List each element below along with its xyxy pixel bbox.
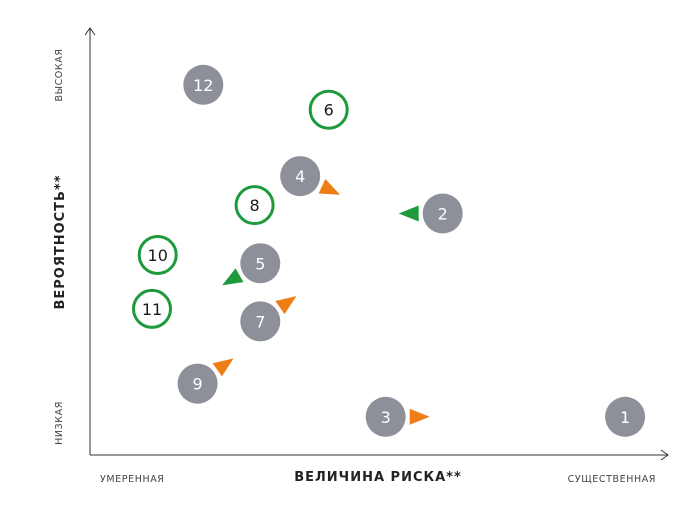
risk-label: 3 — [381, 408, 391, 427]
risk-point-1: 1 — [605, 396, 646, 437]
trend-arrow-orange — [318, 178, 341, 195]
risk-label: 12 — [193, 76, 213, 95]
trend-arrow-orange — [409, 408, 430, 425]
risk-label: 5 — [255, 254, 265, 273]
risk-marker — [132, 288, 172, 329]
y-tick-high: ВЫСОКАЯ — [54, 48, 65, 101]
risk-marker — [365, 396, 406, 437]
risk-marker — [234, 185, 275, 226]
risk-marker — [240, 301, 281, 342]
risk-point-6: 6 — [308, 89, 349, 130]
risk-point-12: 12 — [183, 64, 224, 105]
risk-point-4: 4 — [280, 156, 341, 197]
risk-label: 9 — [193, 375, 203, 394]
risk-point-3: 3 — [365, 396, 430, 437]
risk-marker — [308, 89, 349, 130]
risk-marker — [240, 243, 281, 284]
risk-label: 7 — [255, 312, 265, 331]
x-tick-high: СУЩЕСТВЕННАЯ — [568, 474, 656, 485]
risk-label: 4 — [295, 167, 305, 186]
risk-label: 1 — [620, 408, 630, 427]
risk-point-9: 9 — [177, 358, 234, 404]
risk-point-5: 5 — [222, 243, 281, 286]
risk-label: 2 — [438, 204, 448, 223]
axes — [84, 27, 669, 461]
x-axis-arrowhead — [660, 449, 669, 461]
risk-marker — [422, 193, 463, 234]
risk-point-8: 8 — [234, 185, 275, 226]
trend-arrow-green — [398, 205, 419, 222]
trend-arrow-orange — [275, 296, 297, 315]
risk-label: 11 — [142, 300, 162, 319]
risk-marker — [177, 363, 218, 404]
y-axis-arrowhead — [84, 27, 96, 36]
trend-arrow-green — [222, 268, 244, 286]
trend-arrow-orange — [212, 358, 234, 377]
risk-marker — [137, 234, 178, 275]
risk-point-7: 7 — [240, 296, 297, 342]
risk-point-10: 10 — [137, 234, 178, 275]
risk-label: 10 — [148, 246, 168, 265]
risk-point-11: 11 — [132, 288, 172, 329]
risk-point-2: 2 — [398, 193, 463, 234]
risk-marker — [605, 396, 646, 437]
x-tick-low: УМЕРЕННАЯ — [100, 474, 165, 485]
x-axis-label: ВЕЛИЧИНА РИСКА** — [294, 470, 462, 485]
risk-label: 6 — [324, 101, 334, 120]
y-axis-label: ВЕРОЯТНОСТЬ** — [53, 174, 68, 309]
risk-marker — [183, 64, 224, 105]
y-tick-low: НИЗКАЯ — [54, 401, 65, 445]
risk-marker — [280, 156, 321, 197]
risk-label: 8 — [250, 196, 260, 215]
